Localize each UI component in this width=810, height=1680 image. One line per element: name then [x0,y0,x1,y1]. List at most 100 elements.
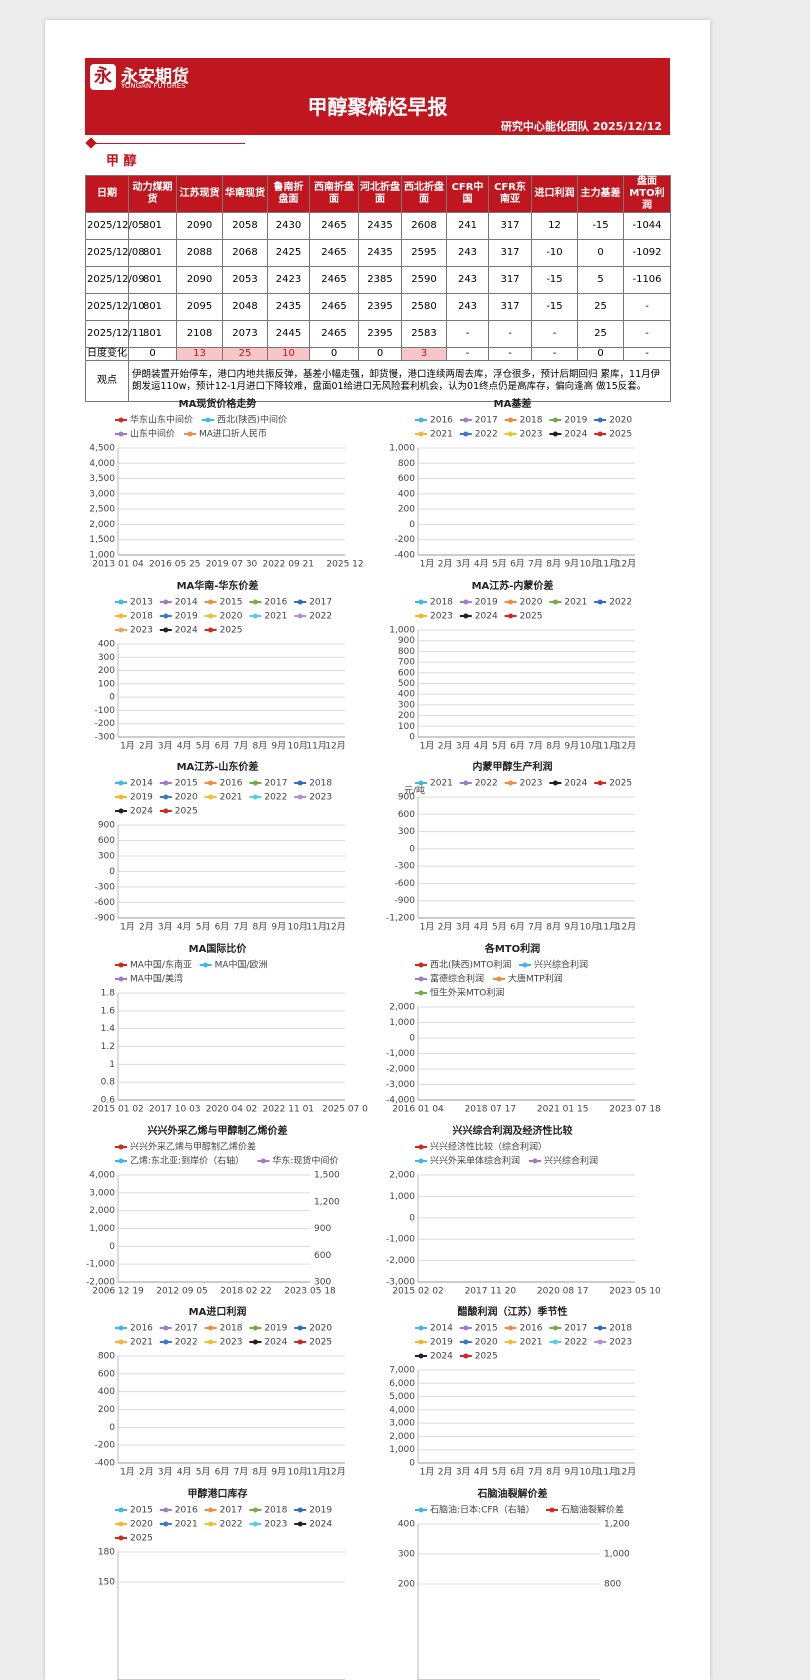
column-header: CFR中国 [446,175,489,213]
x-tick-label: 6月 [215,741,230,752]
x-tick-label: 3月 [158,1467,173,1478]
x-tick-label: 4月 [177,922,192,933]
table-cell: 2108 [176,320,223,348]
legend-label: 2020 [475,1338,498,1348]
legend-label: 兴兴综合利润 [544,1155,598,1167]
y-tick-label: -2,000 [386,1256,415,1266]
legend-dot [463,1353,469,1359]
y-tick-label: -2,000 [386,1065,415,1075]
x-tick-label: 4月 [474,922,489,933]
legend-dot [118,1339,124,1345]
data-table: 日期 动力煤期货 江苏现货 华南现货 鲁南折盘面 西南折盘面 河北折盘面 西北折盘面 CFR中国… [85,175,671,402]
y-tick-label: 400 [98,640,115,650]
table-cell: 801 [128,293,177,321]
x-tick-label: 4月 [474,1467,489,1478]
logo-text: 永安期货 [121,67,189,87]
y-tick-label: 1,000 [89,551,115,561]
legend-dot [252,599,258,605]
legend-dot [418,1353,424,1359]
legend-dot [297,794,303,800]
axis-unit: 元/吨 [404,785,425,797]
legend-label: MA中国/东南亚 [130,959,192,971]
y-tick-label: 4,000 [389,1405,415,1415]
legend-dot [163,627,169,633]
legend-dot [118,417,124,423]
x-tick-label: 4月 [177,1467,192,1478]
legend-label: 2018 [309,779,332,789]
x-tick-label: 12月 [616,922,636,933]
legend-label: 2019 [309,1506,332,1516]
x-tick-label: 1月 [420,741,435,752]
x-tick-label: 2025 12 [326,560,363,570]
y-tick-label: 600 [398,810,415,820]
legend-dot [522,962,528,968]
x-tick-label: 12月 [325,741,345,752]
legend-label: 2021 [264,612,287,622]
legend-dot [208,794,214,800]
x-tick-label: 8月 [546,1467,561,1478]
x-tick-label: 7月 [234,1467,249,1478]
chart-title: 各MTO利润 [484,942,540,955]
legend-label: 2025 [309,1338,332,1348]
legend-dot [418,990,424,996]
legend-label: 2017 [220,1506,243,1516]
x-tick-label: 2018 07 17 [465,1105,517,1115]
y-tick-label: 1,500 [89,535,115,545]
legend-label: 西北(陕西)MTO利润 [430,959,511,971]
x-tick-label: 4月 [177,741,192,752]
x-tick-label: 2022 11 01 [262,1105,314,1115]
legend-dot [597,431,603,437]
table-cell: 2583 [401,320,447,348]
legend-dot [208,1339,214,1345]
table-cell: 2595 [401,239,447,267]
legend-label: 2023 [520,430,543,440]
legend-dot [163,780,169,786]
x-tick-label: 5月 [196,922,211,933]
x-tick-label: 2月 [139,1467,154,1478]
x-tick-label: 1月 [120,1467,135,1478]
y-tick-label: -400 [395,551,416,561]
x-tick-label: 3月 [158,741,173,752]
x-tick-label: 2023 05 10 [609,1287,661,1297]
legend-label: 2022 [564,1338,587,1348]
legend-label: 2023 [220,1338,243,1348]
legend-label: 华东山东中间价 [130,414,193,426]
x-tick-label: 4月 [474,559,489,570]
legend-dot [297,1507,303,1513]
table-cell: 2088 [176,239,223,267]
legend-dot [552,599,558,605]
legend-dot [463,1325,469,1331]
y-tick-label: 700 [398,658,415,668]
legend-dot [205,417,211,423]
legend-label: 2019 [564,416,587,426]
x-tick-label: 8月 [253,922,268,933]
y-tick-label: -4,000 [386,1096,415,1106]
legend-dot [552,780,558,786]
legend-label: 兴兴外采乙烯与甲醇制乙烯价差 [130,1141,256,1153]
row-label: 观点 [85,360,129,402]
y-tick-label: 1,000 [389,626,415,636]
chart-title: MA现货价格走势 [179,397,257,410]
legend-label: 2022 [475,779,498,789]
table-cell: 2465 [309,239,359,267]
legend-dot [597,599,603,605]
legend-dot [597,1325,603,1331]
y-tick-label: 600 [98,836,115,846]
x-tick-label: 2006 12 19 [92,1287,144,1297]
column-header: 西北折盘面 [401,175,447,213]
y-tick-label: 400 [398,690,415,700]
x-tick-label: 8月 [546,922,561,933]
legend-dot [508,613,514,619]
x-tick-label: 5月 [492,1467,507,1478]
legend-label: 2020 [220,612,243,622]
y-tick-label: 1.6 [101,1006,116,1016]
chart-title: MA江苏-山东价差 [177,760,259,773]
legend-dot [418,613,424,619]
x-tick-label: 1月 [120,922,135,933]
legend-dot [260,1158,266,1164]
legend-label: 乙烯:东北亚:到岸价（右轴） [130,1155,244,1167]
legend-label: 2018 [264,1506,287,1516]
x-tick-label: 9月 [564,1467,579,1478]
